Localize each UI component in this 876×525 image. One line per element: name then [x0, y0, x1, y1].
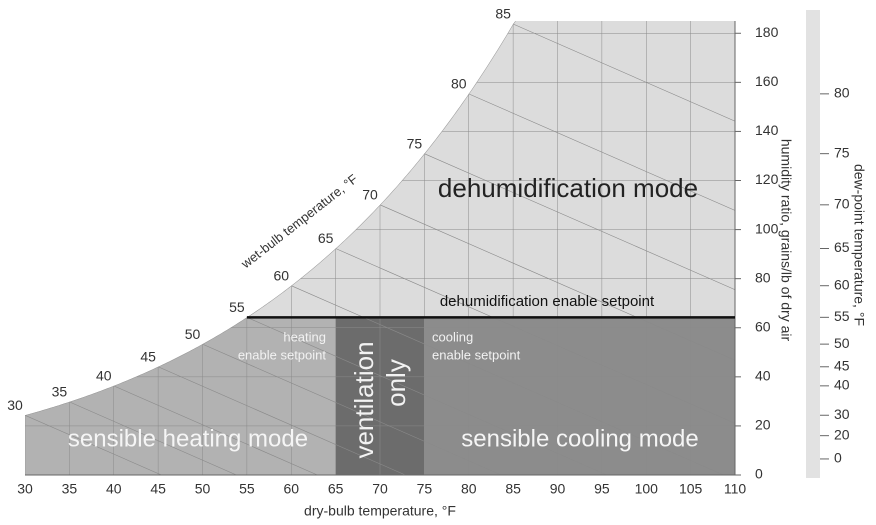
- x-tick-label: 100: [635, 481, 659, 497]
- wet-bulb-label: 60: [273, 267, 289, 283]
- wet-bulb-line: [158, 366, 406, 475]
- x-tick-label: 105: [679, 481, 703, 497]
- region-label: dehumidification mode: [438, 173, 698, 203]
- y-tick-label: 40: [755, 368, 771, 384]
- wet-bulb-label: 75: [407, 135, 423, 151]
- region-label: only: [381, 359, 411, 407]
- wet-bulb-line: [202, 343, 502, 475]
- x-tick-label: 85: [505, 481, 521, 497]
- x-tick-label: 110: [724, 481, 747, 497]
- region-label: heating: [283, 329, 326, 344]
- wet-bulb-line: [69, 401, 237, 475]
- wet-bulb-label: 35: [52, 384, 68, 400]
- y-tick-label: 80: [755, 269, 771, 285]
- wet-bulb-label: 45: [140, 348, 156, 364]
- y2-axis-label: dew-point temperature, °F: [851, 164, 867, 326]
- wet-bulb-line: [113, 385, 318, 475]
- x-tick-label: 80: [461, 481, 477, 497]
- x-tick-label: 50: [195, 481, 211, 497]
- wet-bulb-label: 80: [451, 76, 467, 92]
- region-label: enable setpoint: [432, 347, 521, 362]
- region-label: sensible cooling mode: [461, 425, 698, 452]
- wet-bulb-line: [379, 204, 735, 475]
- region-label: sensible heating mode: [68, 425, 308, 452]
- cooling-zone: [424, 317, 735, 475]
- y-tick-label: 100: [755, 220, 779, 236]
- y-tick-label: 140: [755, 122, 779, 138]
- y2-tick-label: 65: [834, 239, 850, 255]
- y-axis-label: humidity ratio, grains/lb of dry air: [778, 139, 794, 342]
- region-label: dehumidification enable setpoint: [440, 293, 655, 310]
- wet-bulb-label: 65: [318, 230, 334, 246]
- x-tick-label: 95: [594, 481, 610, 497]
- wet-bulb-line: [468, 93, 735, 475]
- y-tick-label: 60: [755, 318, 771, 334]
- wet-bulb-line: [25, 414, 162, 475]
- y-tick-label: 160: [755, 73, 779, 89]
- wet-bulb-label: 40: [96, 368, 112, 384]
- wet-bulb-line: [246, 317, 608, 475]
- y2-tick-label: 75: [834, 144, 850, 160]
- y2-tick-label: 70: [834, 196, 850, 212]
- region-label: cooling: [432, 329, 473, 344]
- x-tick-label: 75: [417, 481, 433, 497]
- y-tick-label: 180: [755, 24, 779, 40]
- x-tick-label: 40: [106, 481, 122, 497]
- y-tick-label: 0: [755, 466, 763, 482]
- wet-bulb-label: 50: [185, 326, 201, 342]
- y2-tick-label: 80: [834, 85, 850, 101]
- y2-tick-label: 45: [834, 357, 850, 373]
- x-tick-label: 55: [239, 481, 255, 497]
- wet-bulb-line: [424, 153, 735, 475]
- y2-tick-label: 0: [834, 450, 842, 466]
- region-label: ventilation: [349, 341, 379, 458]
- wet-bulb-label: 30: [7, 397, 23, 413]
- y-tick-label: 20: [755, 417, 771, 433]
- x-tick-label: 65: [328, 481, 344, 497]
- wet-bulb-label: 85: [495, 6, 511, 22]
- x-tick-label: 35: [62, 481, 78, 497]
- wet-bulb-label: 70: [362, 187, 378, 203]
- y2-tick-label: 50: [834, 335, 850, 351]
- dew-point-band: [806, 10, 820, 478]
- wet-bulb-line: [513, 23, 735, 475]
- x-tick-label: 70: [372, 481, 388, 497]
- x-axis-label: dry-bulb temperature, °F: [304, 503, 456, 519]
- wet-bulb-label: 55: [229, 299, 245, 315]
- y2-tick-label: 55: [834, 308, 850, 324]
- y2-tick-label: 60: [834, 276, 850, 292]
- region-label: enable setpoint: [238, 347, 327, 362]
- x-tick-label: 90: [550, 481, 566, 497]
- wet-bulb-line: [335, 248, 735, 475]
- y2-tick-label: 30: [834, 406, 850, 422]
- x-tick-label: 45: [150, 481, 166, 497]
- y2-tick-label: 40: [834, 377, 850, 393]
- x-tick-label: 30: [17, 481, 33, 497]
- x-tick-label: 60: [283, 481, 299, 497]
- y-tick-label: 120: [755, 171, 779, 187]
- y2-tick-label: 20: [834, 426, 850, 442]
